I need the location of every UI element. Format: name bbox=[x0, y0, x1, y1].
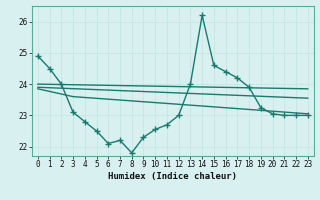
X-axis label: Humidex (Indice chaleur): Humidex (Indice chaleur) bbox=[108, 172, 237, 181]
